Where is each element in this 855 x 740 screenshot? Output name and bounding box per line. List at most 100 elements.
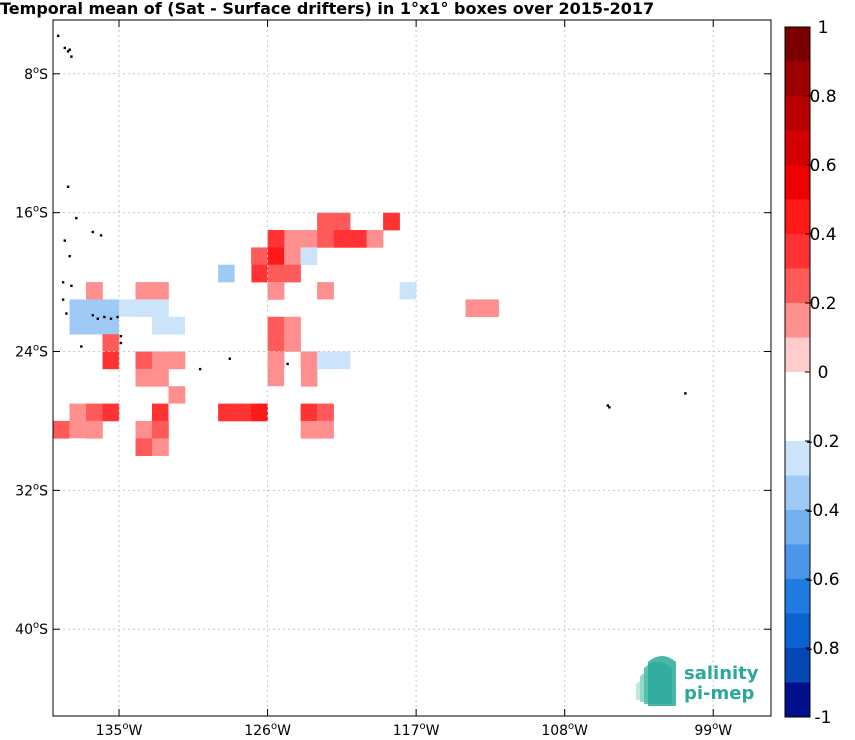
heatmap-cell <box>251 386 268 404</box>
heatmap-cell <box>267 282 285 300</box>
heatmap-cell <box>383 212 400 231</box>
colorbar-segment <box>785 303 810 338</box>
heatmap-cell <box>152 438 169 456</box>
heatmap-cell <box>152 420 169 439</box>
heatmap-cell <box>152 351 169 370</box>
heatmap-cell <box>300 351 318 370</box>
heatmap-cell <box>234 351 252 370</box>
colorbar-segment <box>785 234 810 269</box>
colorbar-segment <box>785 27 810 62</box>
colorbar-segment <box>785 372 810 407</box>
colorbar-segment <box>785 613 810 649</box>
heatmap-cell <box>152 403 169 422</box>
island <box>63 46 66 50</box>
heatmap-cell <box>482 299 499 318</box>
island <box>109 317 113 320</box>
island <box>80 345 83 348</box>
colorbar-tick-label: -0.6 <box>806 570 839 590</box>
heatmap-cell <box>185 368 202 387</box>
colorbar-segment <box>785 199 810 235</box>
heatmap-cell <box>350 230 367 248</box>
island <box>684 392 687 395</box>
heatmap-cell <box>267 386 285 404</box>
heatmap-cell <box>300 247 318 266</box>
island <box>119 334 123 338</box>
colorbar: 1 0.8 0.6 0.4 0.2 0 -0.2 -0.4 -0.6 -0.8 -1 <box>784 18 840 728</box>
island <box>608 406 611 409</box>
map-frame <box>52 19 772 717</box>
heatmap-cell <box>168 386 186 404</box>
heatmap-cell <box>267 264 285 283</box>
heatmap-cell <box>284 316 301 335</box>
island <box>103 315 106 319</box>
heatmap-cell <box>234 282 252 300</box>
heatmap-cell <box>86 316 103 335</box>
colorbar-segment <box>785 441 810 476</box>
island <box>68 48 71 51</box>
colorbar-segment <box>785 130 810 166</box>
heatmap-cell <box>284 247 301 266</box>
heatmap-cell <box>284 438 301 456</box>
island <box>606 404 609 407</box>
axis-tick-label: 108oW <box>541 721 588 739</box>
island <box>63 239 66 242</box>
heatmap-cell <box>135 282 153 300</box>
heatmap-cell <box>69 299 87 318</box>
heatmap-cell <box>366 230 384 248</box>
heatmap-cell <box>399 316 417 335</box>
island <box>70 55 73 58</box>
colorbar-segment <box>785 544 810 580</box>
heatmap-cell <box>350 282 367 300</box>
heatmap-cell <box>284 230 301 248</box>
heatmap-cell <box>399 282 417 300</box>
heatmap-cell <box>251 351 268 370</box>
axis-tick-label: 126oW <box>244 721 291 739</box>
heatmap-cell <box>317 403 334 422</box>
heatmap-cell <box>102 351 120 370</box>
colorbar-tick-label: 0.2 <box>809 294 836 314</box>
island <box>286 362 289 366</box>
heatmap-cell <box>399 299 417 318</box>
logo-waves-icon <box>636 656 676 706</box>
heatmap-cell <box>317 282 334 300</box>
axis-tick-label: 24oS <box>15 343 48 361</box>
page-title: Temporal mean of (Sat - Surface drifters… <box>0 0 655 18</box>
heatmap-cell <box>53 420 70 439</box>
heatmap-cell <box>251 247 268 266</box>
heatmap-cell <box>135 438 153 456</box>
heatmap-cell <box>69 316 87 335</box>
island <box>116 315 119 319</box>
heatmap-cell <box>317 212 334 231</box>
island <box>70 284 73 287</box>
island <box>61 281 65 284</box>
heatmap-cell <box>333 230 351 248</box>
heatmap-cell <box>317 264 334 283</box>
colorbar-segment <box>785 165 810 200</box>
colorbar-tick-label: -0.8 <box>806 639 839 659</box>
heatmap-cell <box>317 230 334 248</box>
island <box>66 185 70 188</box>
heatmap-cell <box>135 351 153 370</box>
heatmap-cell <box>135 420 153 439</box>
heatmap-cell <box>218 403 235 422</box>
colorbar-tick-label: 0.6 <box>809 156 836 176</box>
heatmap-cell <box>69 438 87 456</box>
island <box>57 34 60 37</box>
heatmap-cell <box>267 247 285 266</box>
heatmap-cell <box>201 282 219 300</box>
island <box>228 357 231 360</box>
heatmap-cell <box>333 212 351 231</box>
heatmap-cell <box>152 282 169 300</box>
island <box>99 234 103 237</box>
colorbar-segment <box>785 268 810 304</box>
colorbar-segment <box>785 96 810 131</box>
heatmap-cell <box>119 299 136 318</box>
heatmap-cells <box>53 91 532 456</box>
heatmap-cell <box>350 299 367 318</box>
heatmap-cell <box>102 299 120 318</box>
heatmap-cell <box>218 264 235 283</box>
island <box>91 230 94 234</box>
heatmap-cell <box>152 368 169 387</box>
heatmap-cell <box>317 351 334 370</box>
